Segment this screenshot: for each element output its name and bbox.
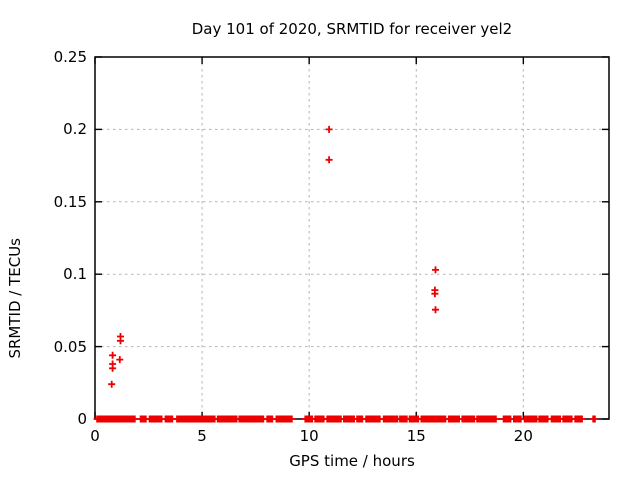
y-tick-label: 0.2 (63, 120, 87, 139)
x-tick-label: 5 (197, 427, 207, 445)
y-tick-label: 0.25 (53, 48, 87, 66)
chart-title: Day 101 of 2020, SRMTID for receiver yel… (191, 20, 513, 38)
data-point-markers (93, 125, 599, 423)
x-tick-label: 20 (513, 427, 533, 445)
y-tick-label: 0.1 (63, 265, 87, 284)
y-tick-label: 0.15 (53, 192, 87, 211)
x-tick-label: 10 (299, 427, 319, 445)
x-axis-title: GPS time / hours (289, 452, 415, 470)
y-tick-label: 0 (77, 410, 87, 428)
plot-border (94, 56, 610, 420)
x-tick-label: 15 (406, 427, 426, 445)
y-tick-label: 0.05 (53, 337, 87, 356)
x-tick-label: 0 (90, 427, 100, 445)
